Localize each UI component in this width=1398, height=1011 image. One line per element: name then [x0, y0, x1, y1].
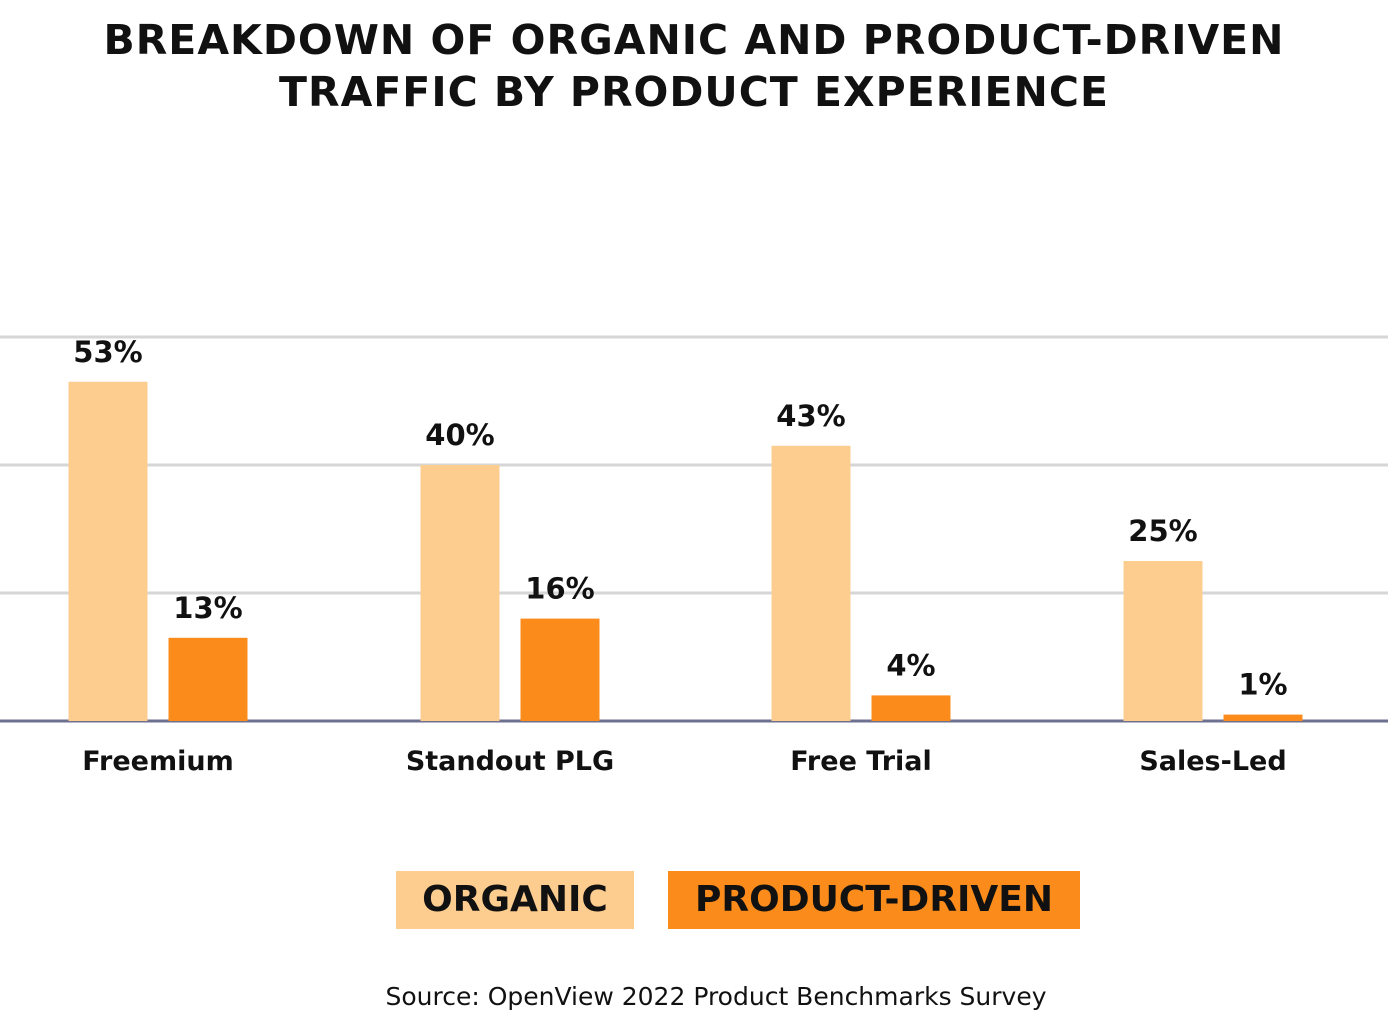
data-label: 16%	[525, 572, 594, 606]
legend-item-organic: ORGANIC	[396, 871, 634, 929]
bar-product-driven-sales-led	[1223, 714, 1303, 721]
data-label: 43%	[776, 399, 845, 433]
bar-chart: 53% 13% 40% 16% 43% 4% 25% 1% Freemium Standout …	[0, 335, 1388, 777]
chart-title-line-2: TRAFFIC BY PRODUCT EXPERIENCE	[279, 68, 1109, 116]
x-tick-label: Freemium	[82, 746, 233, 777]
x-tick-label: Standout PLG	[406, 746, 614, 777]
data-label: 13%	[173, 591, 242, 625]
x-axis-tick-labels: Freemium Standout PLG Free Trial Sales-Led	[82, 746, 1286, 777]
data-label: 40%	[425, 418, 494, 452]
bar-organic-standout-plg	[420, 465, 500, 721]
data-label: 1%	[1238, 668, 1287, 702]
chart-title-line-1: BREAKDOWN OF ORGANIC AND PRODUCT-DRIVEN	[103, 16, 1285, 64]
data-label: 53%	[73, 335, 142, 369]
bar-product-driven-free-trial	[871, 695, 951, 721]
x-tick-label: Free Trial	[790, 746, 932, 777]
x-tick-label: Sales-Led	[1139, 746, 1286, 777]
legend-item-product-driven: PRODUCT-DRIVEN	[668, 871, 1080, 929]
source-note: Source: OpenView 2022 Product Benchmarks…	[385, 982, 1047, 1011]
data-labels: 53% 13% 40% 16% 43% 4% 25% 1%	[73, 335, 1287, 702]
bar-organic-sales-led	[1123, 561, 1203, 721]
bar-product-driven-freemium	[168, 637, 248, 721]
data-label: 4%	[886, 648, 935, 682]
bar-product-driven-standout-plg	[520, 618, 600, 721]
bar-organic-freemium	[68, 381, 148, 721]
data-label: 25%	[1128, 514, 1197, 548]
legend: ORGANIC PRODUCT-DRIVEN	[0, 871, 1398, 929]
bars	[68, 381, 1303, 721]
bar-organic-free-trial	[771, 445, 851, 721]
chart-title: BREAKDOWN OF ORGANIC AND PRODUCT-DRIVEN …	[0, 14, 1388, 118]
